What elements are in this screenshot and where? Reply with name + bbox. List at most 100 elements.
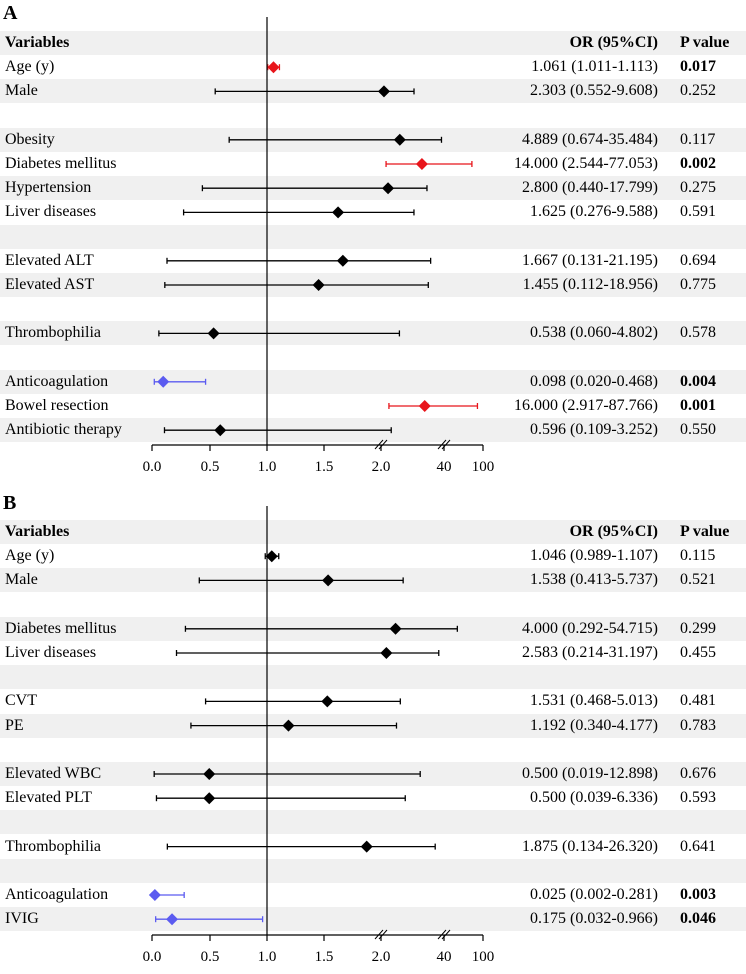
axis-break-mark [378, 929, 388, 940]
variable-label: Thrombophilia [5, 837, 101, 855]
p-value: 0.676 [680, 765, 716, 782]
p-value: 0.275 [680, 179, 716, 197]
spacer-row [0, 810, 746, 835]
axis-break-mark [378, 439, 388, 450]
axis-break-mark [374, 929, 384, 940]
p-value: 0.117 [680, 130, 716, 148]
or-ci-value: 16.000 (2.917-87.766) [514, 397, 658, 414]
panel-label-a: A [3, 2, 18, 24]
variable-label: Liver diseases [5, 203, 97, 221]
x-tick-label: 1.5 [315, 459, 334, 475]
header-row: Variables OR (95%CI) P value [0, 520, 746, 544]
table-row: Anticoagulation 0.098 (0.020-0.468) 0.004 [0, 369, 746, 394]
table-row: Age (y) 1.046 (0.989-1.107) 0.115 [0, 544, 746, 568]
variable-label: Anticoagulation [5, 372, 109, 390]
or-ci-value: 0.538 (0.060-4.802) [530, 324, 658, 342]
table-row: CVT 1.531 (0.468-5.013) 0.481 [0, 689, 746, 713]
variable-label: Male [5, 571, 38, 589]
p-value: 0.299 [680, 619, 716, 637]
header-or: OR (95%CI) [569, 34, 658, 51]
header-p-value: P value [680, 34, 730, 51]
or-ci-value: 0.175 (0.032-0.966) [530, 910, 658, 928]
or-point-diamond [382, 182, 395, 195]
table-row: Obesity 4.889 (0.674-35.484) 0.117 [0, 127, 746, 152]
x-tick-label: 1.0 [258, 459, 277, 475]
p-value: 0.578 [680, 324, 716, 342]
table-row: Age (y) 1.061 (1.011-1.113) 0.017 [0, 55, 746, 79]
x-tick-label: 0.0 [143, 949, 162, 965]
variable-label: Age (y) [5, 547, 55, 565]
variable-label: Elevated AST [5, 276, 95, 293]
x-tick-label: 0.0 [143, 459, 162, 475]
or-point-diamond [166, 913, 179, 926]
or-point-diamond [265, 550, 278, 563]
table-row: Anticoagulation 0.025 (0.002-0.281) 0.003 [0, 883, 746, 907]
variable-label: Anticoagulation [5, 886, 109, 903]
variable-label: Hypertension [5, 179, 92, 197]
p-value: 0.046 [680, 910, 716, 928]
table-row: IVIG 0.175 (0.032-0.966) 0.046 [0, 907, 746, 932]
p-value: 0.252 [680, 82, 716, 100]
or-point-diamond [207, 327, 220, 340]
or-point-diamond [415, 158, 428, 170]
table-row: Diabetes mellitus 14.000 (2.544-77.053) 0.… [0, 152, 746, 176]
or-ci-value: 1.625 (0.276-9.588) [530, 203, 658, 221]
variable-label: IVIG [5, 910, 39, 928]
or-point-diamond [312, 279, 325, 291]
or-point-diamond [157, 375, 170, 388]
p-value: 0.593 [680, 789, 716, 807]
variable-label: PE [5, 716, 24, 734]
p-value: 0.455 [680, 644, 716, 661]
p-value: 0.775 [680, 276, 716, 293]
panel-label-b: B [3, 492, 17, 514]
spacer-row [0, 858, 746, 883]
or-point-diamond [322, 574, 335, 587]
table-row: PE 1.192 (0.340-4.177) 0.783 [0, 713, 746, 738]
or-point-diamond [148, 889, 161, 901]
or-point-diamond [332, 206, 345, 219]
table-row: Elevated PLT 0.500 (0.039-6.336) 0.593 [0, 786, 746, 810]
or-ci-value: 1.455 (0.112-18.956) [522, 276, 658, 293]
or-ci-value: 14.000 (2.544-77.053) [514, 155, 658, 172]
p-value: 0.783 [680, 716, 716, 734]
variable-label: Liver diseases [5, 644, 97, 661]
variable-label: CVT [5, 692, 37, 710]
or-ci-value: 1.531 (0.468-5.013) [530, 692, 658, 710]
p-value: 0.017 [680, 58, 716, 76]
variable-label: Obesity [5, 130, 55, 148]
or-ci-value: 1.046 (0.989-1.107) [530, 547, 658, 565]
p-value: 0.591 [680, 203, 716, 221]
header-row: Variables OR (95%CI) P value [0, 31, 746, 55]
x-tick-label: 0.5 [201, 949, 220, 965]
or-point-diamond [267, 61, 280, 74]
x-tick-label: 1.5 [315, 949, 334, 965]
table-row: Thrombophilia 0.538 (0.060-4.802) 0.578 [0, 321, 746, 346]
or-ci-value: 0.098 (0.020-0.468) [530, 372, 658, 390]
p-value: 0.115 [680, 547, 716, 565]
p-value: 0.641 [680, 837, 716, 855]
or-ci-value: 2.583 (0.214-31.197) [522, 644, 658, 661]
table-row: Thrombophilia 1.875 (0.134-26.320) 0.641 [0, 835, 746, 859]
or-ci-value: 1.875 (0.134-26.320) [522, 837, 658, 855]
or-point-diamond [336, 254, 349, 267]
or-ci-value: 1.667 (0.131-21.195) [522, 251, 658, 269]
or-point-diamond [214, 424, 227, 437]
variable-label: Bowel resection [5, 397, 109, 414]
variable-label: Male [5, 82, 38, 100]
or-ci-value: 1.061 (1.011-1.113) [531, 58, 658, 76]
or-point-diamond [203, 792, 216, 805]
or-point-diamond [282, 719, 295, 732]
variable-label: Antibiotic therapy [5, 421, 122, 439]
p-value: 0.003 [680, 886, 716, 903]
axis-break-mark [437, 439, 447, 450]
x-tick-label: 100 [472, 459, 495, 475]
or-point-diamond [380, 647, 393, 659]
spacer-row [0, 665, 746, 690]
or-point-diamond [389, 622, 402, 635]
x-tick-label: 2.0 [372, 949, 391, 965]
p-value: 0.694 [680, 251, 716, 269]
or-point-diamond [418, 400, 431, 412]
or-ci-value: 0.025 (0.002-0.281) [530, 886, 658, 903]
or-point-diamond [393, 133, 406, 146]
